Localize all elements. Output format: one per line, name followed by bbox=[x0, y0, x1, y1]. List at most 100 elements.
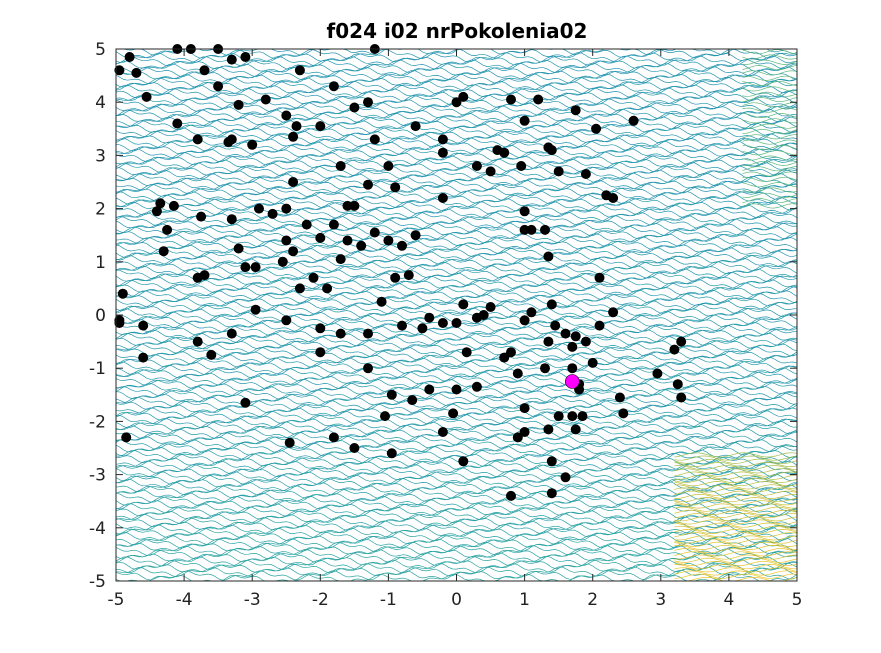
contour-line bbox=[674, 513, 798, 519]
axis-ticks: -5 -4 -3 -2 -1 0 1 2 3 4 5 -5 -4 -3 -2 -1 0 1 2 3 4 5 bbox=[89, 40, 802, 610]
contour-line bbox=[674, 481, 798, 487]
contour-line bbox=[115, 470, 798, 482]
contour-line bbox=[115, 69, 798, 81]
contour-line bbox=[742, 118, 798, 124]
x-tick-label: -5 bbox=[108, 590, 125, 610]
contour-line bbox=[115, 523, 798, 535]
population-point bbox=[328, 219, 339, 230]
contour-line bbox=[115, 122, 798, 134]
population-point bbox=[437, 134, 448, 145]
best-point bbox=[564, 374, 580, 389]
population-point bbox=[192, 336, 203, 347]
population-point bbox=[240, 397, 251, 408]
contour-line bbox=[674, 465, 798, 471]
population-point bbox=[519, 403, 530, 414]
contour-line bbox=[674, 532, 798, 538]
population-point bbox=[124, 52, 135, 62]
population-point bbox=[383, 235, 394, 246]
population-point bbox=[437, 147, 448, 158]
contour-line bbox=[674, 509, 798, 515]
contour-line bbox=[115, 268, 798, 280]
y-tick-label: 3 bbox=[95, 146, 106, 166]
population-point bbox=[451, 384, 462, 395]
population-point bbox=[628, 115, 639, 126]
contour-line bbox=[115, 516, 798, 528]
contour-line bbox=[115, 87, 798, 99]
population-point bbox=[672, 379, 683, 390]
contour-line bbox=[115, 555, 798, 567]
contour-line bbox=[115, 183, 798, 195]
contour-line bbox=[115, 84, 798, 95]
x-tick-label: 2 bbox=[587, 590, 598, 610]
population-point bbox=[618, 408, 629, 419]
population-point bbox=[550, 320, 561, 331]
population-point bbox=[131, 67, 142, 78]
population-point bbox=[172, 118, 183, 129]
y-tick-label: 0 bbox=[95, 306, 106, 326]
contour-line bbox=[115, 300, 798, 312]
population-point bbox=[342, 200, 353, 211]
population-point bbox=[458, 456, 469, 467]
contour-line bbox=[115, 410, 798, 421]
contour-line bbox=[674, 525, 798, 531]
population-point bbox=[196, 211, 207, 222]
population-point bbox=[349, 200, 360, 211]
contour-line bbox=[115, 562, 798, 574]
population-point bbox=[570, 105, 581, 116]
population-point bbox=[383, 161, 394, 171]
population-point bbox=[410, 121, 421, 132]
contour-line bbox=[674, 468, 798, 474]
contour-line bbox=[742, 123, 798, 129]
contour-line bbox=[115, 59, 798, 70]
population-point bbox=[410, 230, 421, 241]
population-point bbox=[328, 81, 339, 92]
population-point bbox=[254, 203, 264, 214]
population-point bbox=[512, 368, 523, 379]
contour-line bbox=[115, 112, 798, 123]
contour-line bbox=[674, 535, 798, 541]
population-point bbox=[546, 145, 557, 156]
population-point bbox=[250, 262, 261, 273]
chart-title: f024 i02 nrPokolenia02 bbox=[327, 19, 588, 43]
population-point bbox=[281, 315, 292, 326]
population-point bbox=[315, 347, 326, 358]
population-point bbox=[281, 203, 292, 214]
population-point bbox=[114, 65, 125, 76]
contour-line bbox=[115, 193, 798, 205]
population-point bbox=[308, 272, 319, 283]
contour-line bbox=[115, 225, 798, 237]
contour-line bbox=[115, 254, 798, 265]
population-point bbox=[226, 214, 237, 225]
contour-line bbox=[115, 233, 798, 244]
population-point bbox=[369, 227, 380, 238]
contour-line bbox=[115, 282, 798, 294]
population-point bbox=[315, 323, 326, 334]
contour-line bbox=[674, 497, 798, 503]
population-point bbox=[267, 208, 278, 219]
population-point bbox=[206, 349, 217, 360]
y-tick-label: 1 bbox=[95, 253, 106, 273]
contour-line bbox=[742, 91, 798, 97]
contour-line bbox=[742, 59, 798, 65]
population-point bbox=[223, 137, 234, 148]
population-point bbox=[376, 296, 387, 307]
population-point bbox=[587, 357, 598, 368]
population-point bbox=[437, 427, 448, 437]
contour-line bbox=[674, 500, 798, 506]
population-point bbox=[363, 363, 373, 374]
population-point bbox=[451, 97, 462, 108]
contour-line bbox=[674, 477, 798, 483]
population-point bbox=[390, 182, 401, 193]
contour-line bbox=[674, 554, 797, 560]
population-point bbox=[240, 262, 251, 273]
contour-line bbox=[674, 506, 798, 512]
contour-line bbox=[742, 70, 798, 76]
population-point bbox=[577, 411, 588, 422]
contour-line bbox=[115, 204, 798, 216]
population-point bbox=[288, 246, 299, 257]
population-point bbox=[328, 432, 339, 443]
population-point bbox=[669, 344, 680, 355]
contour-line bbox=[674, 551, 798, 557]
contour-line bbox=[115, 201, 798, 212]
